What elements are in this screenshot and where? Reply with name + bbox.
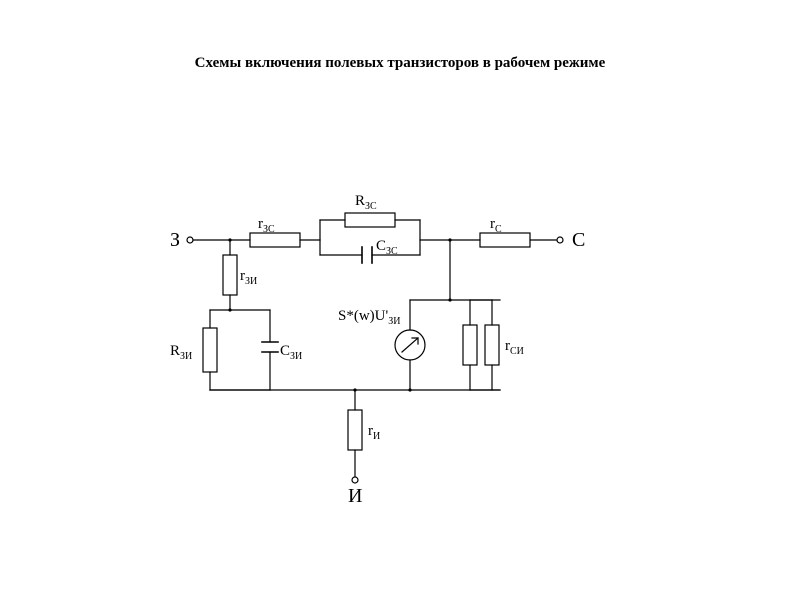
circuit-diagram: З rЗС RЗС CЗС [140,200,660,520]
terminal-source-label: И [348,485,362,507]
resistor-r-c [480,233,530,247]
terminal-drain-label: С [572,229,585,251]
resistor-r-ci-b [485,325,499,365]
terminal-gate [187,237,193,243]
label-r-zc: rЗС [258,216,275,235]
terminal-source [352,477,358,483]
label-R-zc: RЗС [355,193,377,212]
label-C-zc: CЗС [376,238,398,257]
label-C-zi: CЗИ [280,343,302,362]
label-r-ci: rСИ [505,338,524,357]
resistor-R-zc [345,213,395,227]
resistor-r-zi [223,255,237,295]
resistor-r-zc [250,233,300,247]
label-r-zi: rЗИ [240,268,257,287]
label-R-zi: RЗИ [170,343,192,362]
terminal-drain [557,237,563,243]
resistor-r-i [348,410,362,450]
terminal-gate-label: З [170,229,180,251]
label-r-i: rИ [368,423,380,442]
label-r-c: rС [490,216,502,235]
label-source: S*(w)U'ЗИ [338,308,400,327]
resistor-R-zi [203,328,217,372]
page-title: Схемы включения полевых транзисторов в р… [0,55,800,72]
resistor-r-ci-a [463,325,477,365]
